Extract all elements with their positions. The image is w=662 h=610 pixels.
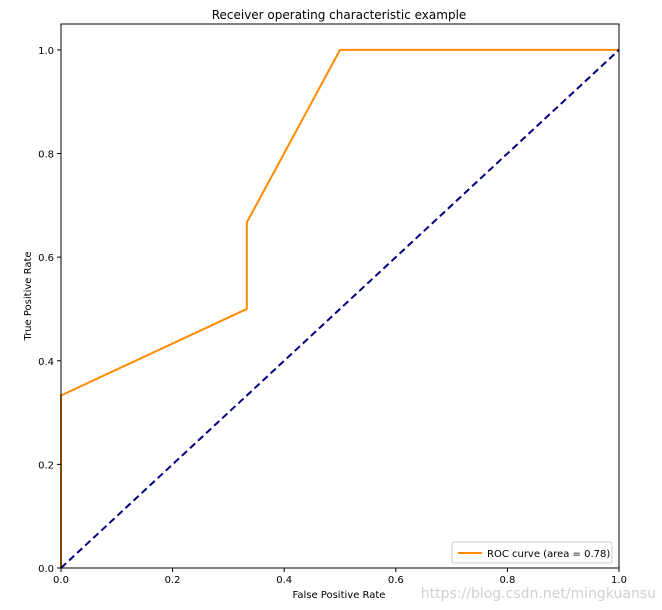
y-tick-label: 1.0 (38, 46, 54, 57)
x-axis: 0.0 0.2 0.4 0.6 0.8 1.0 (53, 568, 627, 586)
x-axis-label: False Positive Rate (293, 590, 386, 601)
y-tick-label: 0.2 (38, 460, 54, 471)
y-axis-label: True Positive Rate (23, 251, 34, 341)
y-axis: 0.0 0.2 0.4 0.6 0.8 1.0 (38, 46, 61, 575)
chance-diagonal-line (60, 49, 620, 569)
watermark: https://blog.csdn.net/mingkuansu (420, 586, 656, 602)
legend: ROC curve (area = 0.78) (451, 541, 613, 564)
x-tick-label: 0.2 (165, 575, 181, 586)
y-tick-label: 0.4 (38, 357, 54, 368)
legend-box (451, 541, 613, 564)
plot-area (60, 48, 620, 569)
x-tick-label: 0.0 (53, 575, 69, 586)
y-tick-label: 0.0 (38, 564, 54, 575)
legend-label: ROC curve (area = 0.78) (487, 549, 610, 560)
y-tick-label: 0.8 (38, 150, 54, 161)
chart-title: Receiver operating characteristic exampl… (212, 8, 467, 22)
x-tick-label: 0.8 (499, 575, 515, 586)
x-tick-label: 0.4 (276, 575, 292, 586)
plot-frame (60, 23, 620, 569)
x-tick-label: 0.6 (388, 575, 404, 586)
x-tick-label: 1.0 (611, 575, 627, 586)
y-tick-label: 0.6 (38, 253, 54, 264)
